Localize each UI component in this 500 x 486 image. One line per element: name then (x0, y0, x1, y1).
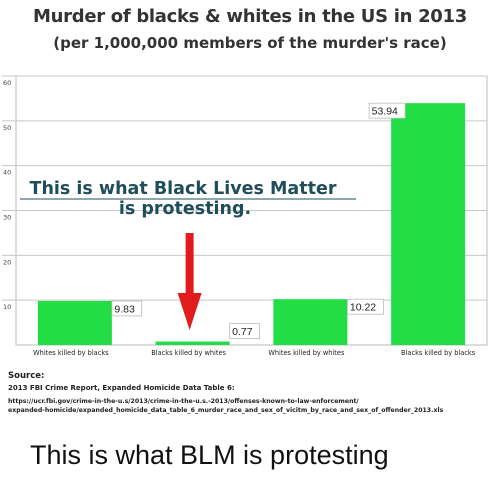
source-heading: Source: (8, 371, 45, 381)
source-line-1: 2013 FBI Crime Report, Expanded Homicide… (8, 384, 235, 392)
x-axis-labels: Whites killed by blacks Blacks killed by … (33, 349, 476, 357)
y-tick-label: 50 (3, 124, 11, 132)
bar (37, 300, 112, 345)
y-tick-label: 60 (3, 79, 11, 87)
y-tick-label: 40 (3, 169, 11, 177)
x-axis-label: Blacks killed by blacks (401, 349, 476, 357)
bar (155, 341, 230, 345)
source-url-line-1: https://ucr.fbi.gov/crime-in-the-u.s/201… (8, 398, 359, 405)
value-label: 0.77 (232, 326, 253, 338)
x-axis-label: Blacks killed by whites (151, 349, 226, 357)
annotation-line-1: This is what Black Lives Matter (30, 179, 337, 199)
value-label: 53.94 (372, 106, 398, 118)
value-label-box (346, 298, 384, 315)
value-labels: 9.83 0.77 10.22 53.94 (111, 102, 406, 339)
y-axis-ticks: 10 20 30 40 50 60 (3, 79, 11, 311)
annotation-line-2: is protesting. (119, 199, 251, 219)
value-label-box (111, 300, 143, 317)
red-arrow-icon (177, 233, 202, 330)
value-label: 10.22 (350, 302, 376, 314)
y-tick-label: 20 (3, 258, 11, 266)
y-tick-label: 10 (3, 303, 11, 311)
caption: This is what BLM is protesting (30, 440, 389, 470)
x-axis-label: Whites killed by blacks (33, 349, 109, 357)
chart-subtitle: (per 1,000,000 members of the murder's r… (53, 34, 447, 52)
bar (273, 299, 348, 345)
x-axis-label: Whites killed by whites (268, 349, 345, 357)
annotation: This is what Black Lives Matter is prote… (20, 179, 356, 330)
value-label-box (229, 323, 260, 339)
value-label: 9.83 (114, 303, 135, 315)
y-tick-label: 30 (3, 214, 11, 222)
bar (391, 103, 466, 345)
bar-chart: 10 20 30 40 50 60 9.83 0.77 10.22 53.94 Whites k… (2, 75, 488, 357)
source-url-line-2: expanded-homicide/expanded_homicide_data… (8, 407, 444, 414)
bars (37, 103, 466, 345)
value-label-box (368, 102, 406, 119)
chart-title: Murder of blacks & whites in the US in 2… (33, 6, 467, 27)
